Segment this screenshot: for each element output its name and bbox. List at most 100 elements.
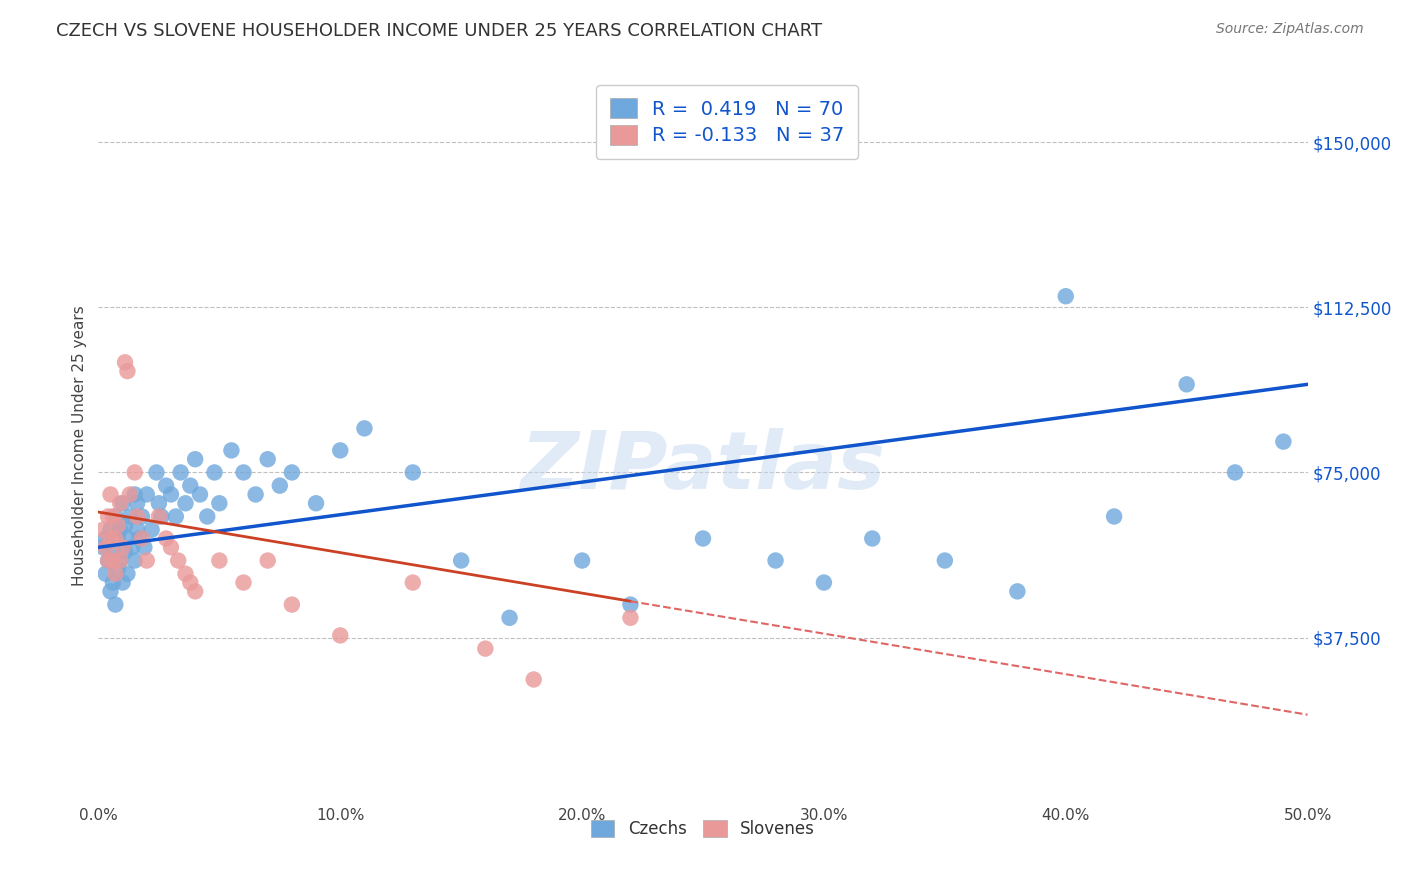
Point (114, 518, 136, 533)
Point (934, 553, 956, 567)
Point (474, 641, 496, 656)
Point (329, 443, 352, 458)
Point (145, 466, 167, 480)
Point (97, 509, 120, 524)
Point (100, 487, 122, 501)
Point (100, 584, 122, 599)
Point (245, 487, 267, 501)
Point (221, 443, 243, 458)
Point (131, 509, 153, 524)
Point (114, 355, 136, 369)
Point (1102, 509, 1125, 524)
Point (1223, 466, 1246, 480)
Point (114, 545, 136, 559)
Point (160, 487, 183, 501)
Point (94, 566, 117, 581)
Point (135, 553, 157, 567)
Point (127, 496, 149, 510)
Legend: Czechs, Slovenes: Czechs, Slovenes (585, 813, 821, 845)
Point (160, 541, 183, 555)
Point (281, 466, 304, 480)
Point (402, 466, 425, 480)
Point (117, 532, 139, 546)
Point (269, 478, 291, 492)
Point (134, 541, 156, 555)
Point (124, 487, 146, 501)
Point (179, 478, 201, 492)
Point (108, 496, 131, 510)
Point (305, 496, 328, 510)
Point (148, 496, 170, 510)
Point (117, 364, 139, 378)
Point (179, 575, 201, 590)
Point (107, 518, 129, 533)
Point (128, 532, 150, 546)
Point (169, 466, 191, 480)
Point (141, 523, 163, 537)
Point (167, 553, 190, 567)
Point (860, 532, 883, 546)
Point (101, 541, 124, 555)
Point (155, 532, 177, 546)
Point (256, 452, 278, 467)
Point (281, 598, 304, 612)
Text: Source: ZipAtlas.com: Source: ZipAtlas.com (1216, 22, 1364, 37)
Point (100, 523, 122, 537)
Point (131, 532, 153, 546)
Point (155, 478, 177, 492)
Point (124, 553, 146, 567)
Point (353, 421, 375, 435)
Point (118, 487, 141, 501)
Point (1007, 584, 1029, 599)
Point (498, 611, 520, 625)
Point (127, 509, 149, 524)
Point (91, 523, 114, 537)
Point (208, 496, 231, 510)
Point (256, 553, 278, 567)
Point (402, 575, 425, 590)
Point (104, 598, 127, 612)
Point (184, 584, 207, 599)
Point (692, 532, 714, 546)
Point (148, 509, 170, 524)
Point (94, 532, 117, 546)
Point (523, 673, 546, 687)
Point (174, 496, 197, 510)
Point (150, 509, 173, 524)
Point (100, 532, 122, 546)
Point (619, 598, 641, 612)
Point (108, 523, 131, 537)
Point (118, 509, 141, 524)
Point (1054, 289, 1077, 303)
Point (104, 566, 127, 581)
Point (165, 509, 187, 524)
Point (121, 541, 143, 555)
Point (765, 553, 787, 567)
Point (813, 575, 835, 590)
Text: ZIPatlas: ZIPatlas (520, 428, 886, 507)
Point (208, 553, 231, 567)
Point (101, 575, 124, 590)
Point (1272, 434, 1295, 449)
Point (188, 487, 211, 501)
Point (619, 611, 641, 625)
Point (108, 553, 131, 567)
Point (329, 628, 352, 642)
Point (124, 466, 146, 480)
Point (97, 553, 120, 567)
Point (104, 532, 127, 546)
Point (232, 575, 254, 590)
Point (107, 532, 129, 546)
Point (97, 553, 120, 567)
Point (127, 523, 149, 537)
Point (94, 541, 117, 555)
Y-axis label: Householder Income Under 25 years: Householder Income Under 25 years (72, 306, 87, 586)
Point (107, 562, 129, 576)
Point (91, 541, 114, 555)
Point (101, 509, 124, 524)
Point (117, 566, 139, 581)
Point (232, 466, 254, 480)
Point (204, 466, 226, 480)
Point (111, 541, 134, 555)
Point (104, 509, 127, 524)
